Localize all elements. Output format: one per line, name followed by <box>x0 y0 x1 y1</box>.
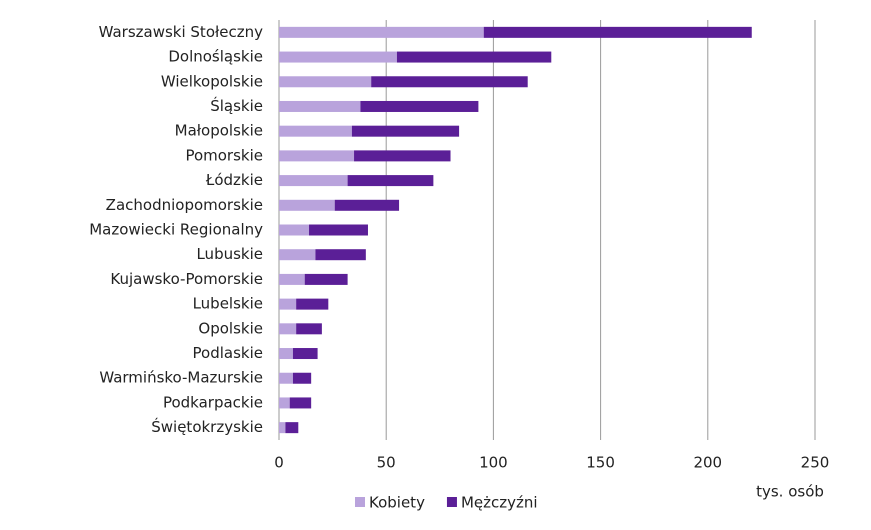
x-tick-label: 150 <box>586 454 615 472</box>
bar-segment <box>354 150 451 162</box>
y-tick-label: Lubelskie <box>193 295 263 313</box>
x-tick-label: 100 <box>479 454 508 472</box>
y-tick-label: Śląskie <box>210 96 263 115</box>
y-tick-label: Dolnośląskie <box>168 48 263 66</box>
y-tick-label: Łódzkie <box>205 171 263 189</box>
x-tick-label: 50 <box>377 454 396 472</box>
y-tick-label: Małopolskie <box>175 122 263 140</box>
y-tick-label: Warszawski Stołeczny <box>99 23 264 41</box>
y-tick-label: Opolskie <box>198 319 263 337</box>
y-tick-label: Warmińsko-Mazurskie <box>99 369 263 387</box>
bar-segment <box>360 100 479 112</box>
y-tick-label: Świętokrzyskie <box>151 417 263 436</box>
x-tick-label: 250 <box>801 454 830 472</box>
bar-segment <box>371 76 528 88</box>
legend-label: Mężczyźni <box>461 494 538 512</box>
bar-segment <box>483 26 752 38</box>
bar-segment <box>279 372 293 384</box>
bar-segment <box>279 175 348 187</box>
x-tick-label: 0 <box>274 454 284 472</box>
bar-segment <box>279 249 316 261</box>
y-tick-label: Podlaskie <box>193 344 263 362</box>
legend-swatch <box>355 497 365 507</box>
bar-segment <box>296 323 322 335</box>
y-tick-label: Lubuskie <box>196 245 263 263</box>
bar-segment <box>296 298 329 310</box>
y-tick-label: Podkarpackie <box>163 393 263 411</box>
bar-segment <box>334 199 400 211</box>
legend-swatch <box>446 497 457 507</box>
x-tick-label: 200 <box>693 454 722 472</box>
bar-segment <box>279 273 305 285</box>
bar-segment <box>279 323 297 335</box>
bar-segment <box>289 397 312 409</box>
bar-segment <box>279 224 310 236</box>
bar-segment <box>292 372 312 384</box>
bar-segment <box>292 348 318 360</box>
bar-segment <box>279 150 355 162</box>
bar-segment <box>315 249 366 261</box>
legend-label: Kobiety <box>369 494 425 512</box>
bar-segment <box>279 125 352 137</box>
bar-segment <box>351 125 460 137</box>
bar-segment <box>279 76 372 88</box>
bar-segment <box>304 273 348 285</box>
bar-segment <box>279 26 484 38</box>
y-tick-label: Pomorskie <box>185 146 263 164</box>
bar-segment <box>279 422 286 434</box>
y-tick-label: Mazowiecki Regionalny <box>89 221 263 239</box>
y-tick-label: Wielkopolskie <box>161 72 263 90</box>
y-tick-label: Zachodniopomorskie <box>106 196 263 214</box>
bar-segment <box>279 348 293 360</box>
bar-segment <box>396 51 552 63</box>
bar-segment <box>347 175 434 187</box>
y-tick-label: Kujawsko-Pomorskie <box>110 270 263 288</box>
bar-segment <box>279 397 290 409</box>
bar-segment <box>309 224 368 236</box>
bar-segment <box>279 298 297 310</box>
bar-segment <box>285 422 299 434</box>
x-axis-label: tys. osób <box>756 483 824 501</box>
bar-segment <box>279 199 335 211</box>
bar-segment <box>279 51 397 63</box>
bar-segment <box>279 100 361 112</box>
